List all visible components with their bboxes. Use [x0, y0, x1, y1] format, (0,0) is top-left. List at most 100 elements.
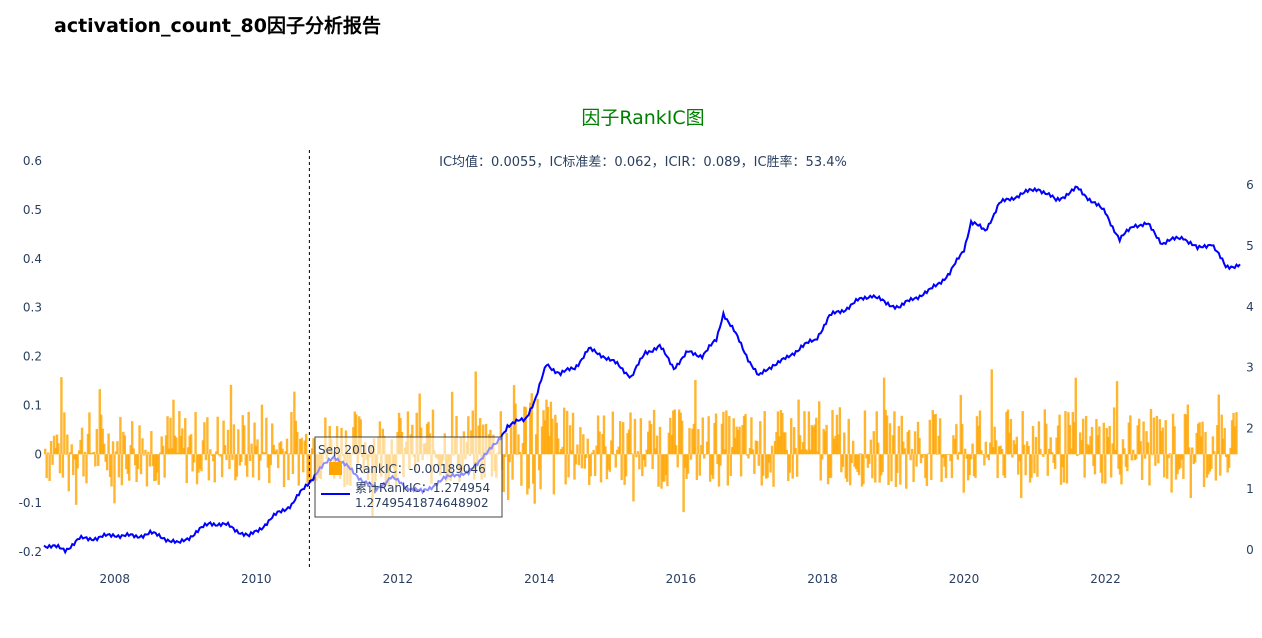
- rankic-bar: [791, 454, 794, 479]
- rankic-bar: [1002, 454, 1005, 476]
- rankic-bar: [720, 423, 724, 455]
- rankic-bar: [828, 454, 831, 479]
- rankic-bar: [966, 454, 970, 481]
- rankic-bar: [540, 426, 544, 455]
- rankic-bar: [561, 446, 564, 455]
- rankic-bar: [608, 454, 612, 472]
- rankic-bar: [1020, 454, 1023, 499]
- rankic-bar: [1031, 425, 1035, 455]
- hover-box: [314, 436, 503, 518]
- x-tick-label: 2022: [1090, 572, 1121, 586]
- rankic-bar: [778, 436, 781, 455]
- rankic-bar: [241, 415, 244, 455]
- rankic-bar: [1014, 444, 1017, 455]
- rankic-bar: [189, 434, 193, 455]
- rankic-bar: [757, 454, 760, 466]
- rankic-bar: [924, 454, 927, 479]
- rankic-bar: [592, 449, 595, 455]
- rankic-bar: [1071, 412, 1075, 455]
- rankic-bar: [1027, 445, 1030, 455]
- rankic-bar: [1145, 431, 1148, 455]
- rankic-bar: [128, 454, 131, 481]
- rankic-bar: [231, 454, 234, 460]
- rankic-bar: [107, 433, 110, 455]
- rankic-bar: [595, 445, 598, 455]
- rankic-bar: [766, 454, 769, 478]
- rankic-bar: [748, 447, 752, 455]
- rankic-bar: [931, 410, 934, 455]
- rankic-bar: [971, 443, 974, 455]
- rankic-bar: [760, 454, 763, 486]
- rankic-bar: [1065, 454, 1069, 484]
- rankic-bar: [742, 416, 746, 455]
- rankic-bar: [156, 454, 159, 473]
- rankic-bar: [288, 453, 292, 455]
- rankic-bar: [1165, 454, 1169, 479]
- rankic-bar: [677, 409, 681, 455]
- rankic-bar: [734, 437, 737, 455]
- rankic-bar: [534, 434, 538, 455]
- rankic-bar: [859, 453, 862, 455]
- rankic-bar: [297, 454, 300, 486]
- chart-subtitle: IC均值：0.0055，IC标准差：0.062，ICIR：0.089，IC胜率：…: [439, 154, 847, 170]
- rankic-bar: [554, 414, 557, 455]
- rankic-bar: [151, 454, 155, 467]
- rankic-bar: [574, 454, 578, 465]
- rankic-bar: [860, 454, 864, 487]
- rankic-bar: [55, 434, 59, 455]
- rankic-bar: [1084, 415, 1088, 455]
- rankic-bar: [515, 454, 519, 455]
- rankic-bar: [282, 454, 286, 488]
- rankic-bar: [1180, 454, 1184, 460]
- rankic-bar: [751, 449, 755, 455]
- rankic-bar: [178, 411, 181, 455]
- rankic-bar: [274, 450, 277, 455]
- rankic-bar: [614, 454, 617, 468]
- rankic-bar: [990, 369, 993, 455]
- rankic-bar: [728, 415, 731, 455]
- rankic-bar: [353, 411, 357, 455]
- rankic-bar: [163, 454, 166, 478]
- rankic-bar: [100, 414, 103, 455]
- rankic-bar: [980, 450, 983, 455]
- rankic-bar: [266, 454, 270, 468]
- rankic-bar: [539, 454, 542, 490]
- rankic-bar: [51, 454, 54, 465]
- rankic-bar: [290, 411, 293, 455]
- rankic-bar: [872, 431, 875, 455]
- rankic-bar: [1064, 411, 1067, 455]
- rankic-bar: [1059, 454, 1063, 485]
- rankic-bar: [200, 454, 203, 472]
- rankic-bar: [157, 454, 160, 485]
- rankic-bar: [132, 448, 135, 455]
- rankic-bar: [692, 423, 696, 455]
- rankic-bar: [800, 449, 803, 455]
- rankic-bar: [1148, 454, 1151, 486]
- rankic-bar: [965, 454, 968, 459]
- rankic-bar: [147, 451, 150, 455]
- rankic-bar: [1045, 423, 1048, 455]
- rankic-bar: [837, 434, 840, 455]
- rankic-bar: [583, 454, 587, 469]
- rankic-bar: [1220, 414, 1223, 455]
- rankic-bar: [579, 427, 582, 455]
- rankic-bar: [1039, 448, 1042, 455]
- rankic-bar: [810, 425, 814, 455]
- rankic-bar: [928, 419, 932, 455]
- rankic-bar: [666, 454, 669, 487]
- rankic-bar: [1118, 454, 1122, 475]
- rankic-bar: [604, 446, 607, 455]
- rankic-bar: [1093, 454, 1097, 475]
- rankic-bar: [194, 412, 197, 455]
- rankic-bar: [613, 454, 616, 455]
- hover-cum-full-text: 1.2749541874648902: [355, 496, 489, 510]
- rankic-bar: [1216, 425, 1219, 455]
- rankic-bar: [1101, 454, 1104, 484]
- rankic-bar: [517, 434, 520, 455]
- rankic-bar: [285, 438, 289, 455]
- rankic-bar: [1076, 454, 1079, 457]
- rankic-bar: [762, 454, 765, 476]
- rankic-bar: [526, 454, 529, 495]
- rankic-bar: [228, 454, 231, 470]
- rankic-bar: [1098, 426, 1101, 455]
